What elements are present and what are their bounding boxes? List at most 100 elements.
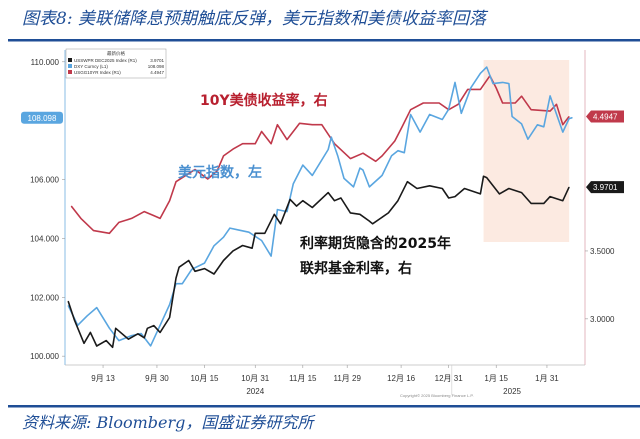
data-point-futures — [296, 205, 297, 207]
data-point-futures — [340, 197, 342, 199]
data-point-futures — [407, 181, 408, 183]
data-point-futures — [397, 200, 399, 202]
data-point-futures — [242, 245, 243, 246]
data-point-futures — [273, 213, 275, 215]
x-tick-label: 1月 15 — [484, 374, 508, 383]
data-point-ust10y — [530, 109, 532, 111]
data-point-dxy — [492, 83, 494, 84]
data-point-futures — [153, 325, 155, 327]
data-point-futures — [311, 207, 313, 208]
x-tick-label: 1月 31 — [535, 374, 559, 383]
data-point-dxy — [191, 268, 193, 270]
series-line-ust10y — [70, 75, 570, 235]
series-line-futures — [67, 175, 570, 349]
data-point-futures — [549, 196, 551, 198]
data-point-dxy — [410, 114, 412, 115]
source-divider — [8, 405, 640, 408]
data-point-futures — [115, 327, 117, 329]
left-tick-label: 106.000 — [30, 176, 59, 185]
data-point-futures — [359, 213, 361, 215]
data-point-futures — [112, 346, 113, 348]
right-tick-label: 3.5000 — [590, 247, 615, 256]
data-point-futures — [508, 188, 510, 189]
right-tick-label: 3.0000 — [590, 315, 615, 324]
data-point-ust10y — [410, 109, 412, 111]
data-point-futures — [349, 212, 351, 214]
legend-value: 108.098 — [148, 64, 165, 69]
right-ticks: 3.0000 3.5000 — [585, 247, 615, 324]
data-point-dxy — [248, 231, 250, 233]
x-tick-label: 10月 31 — [241, 374, 270, 383]
x-ticks: 9月 13 9月 30 10月 15 10月 31 11月 15 11月 29 12月 16… — [91, 365, 559, 396]
data-point-dxy — [238, 229, 240, 231]
last-value-ust10y: 4.4947 — [593, 113, 618, 122]
data-point-dxy — [292, 183, 294, 185]
data-point-dxy — [270, 255, 272, 257]
data-point-ust10y — [80, 217, 82, 219]
value-tags: 4.4947 3.9701 — [586, 110, 624, 194]
data-point-dxy — [353, 186, 354, 188]
data-point-futures — [213, 273, 215, 275]
data-point-futures — [96, 345, 98, 347]
data-point-futures — [89, 332, 91, 333]
data-point-dxy — [441, 119, 443, 120]
data-point-dxy — [537, 124, 538, 126]
title-divider — [8, 39, 640, 42]
data-point-futures — [498, 193, 500, 195]
data-point-ust10y — [568, 116, 570, 117]
data-point-dxy — [204, 262, 205, 264]
data-point-futures — [521, 192, 522, 193]
x-tick-label: 11月 15 — [289, 374, 317, 383]
data-point-dxy — [150, 345, 152, 347]
data-point-futures — [67, 300, 69, 302]
data-point-dxy — [286, 211, 288, 213]
left-tick-label: 102.000 — [30, 293, 59, 302]
data-point-dxy — [429, 114, 431, 115]
data-point-ust10y — [194, 169, 196, 170]
data-point-futures — [372, 223, 373, 225]
legend-label: DXY Curncy (L1) — [74, 64, 108, 69]
x-tick-label: 12月 31 — [435, 374, 464, 383]
data-point-futures — [223, 260, 224, 261]
data-point-ust10y — [261, 131, 262, 132]
data-point-dxy — [181, 283, 183, 285]
data-point-dxy — [67, 305, 69, 306]
data-point-futures — [232, 250, 234, 252]
data-point-ust10y — [286, 139, 288, 141]
data-point-ust10y — [457, 103, 459, 105]
data-point-ust10y — [438, 102, 440, 104]
annotation-futures-line1: 利率期货隐含的2025年 — [300, 235, 451, 252]
dxy-last-value-tag — [21, 111, 63, 124]
data-point-futures — [83, 342, 85, 344]
x-tick-label: 10月 15 — [190, 374, 219, 383]
data-point-ust10y — [394, 140, 396, 142]
data-point-dxy — [470, 87, 472, 89]
data-point-dxy — [571, 117, 573, 119]
data-point-futures — [441, 188, 443, 189]
data-point-ust10y — [381, 155, 383, 157]
data-point-dxy — [337, 155, 339, 157]
data-point-ust10y — [270, 143, 272, 145]
data-point-dxy — [568, 118, 570, 119]
data-point-futures — [251, 247, 253, 249]
data-point-ust10y — [207, 178, 209, 180]
data-point-dxy — [229, 227, 231, 229]
data-point-ust10y — [277, 124, 278, 126]
data-point-futures — [159, 332, 161, 333]
legend-label: USSWPR DEC2025 Index (R1) — [74, 58, 137, 63]
data-point-ust10y — [311, 124, 313, 126]
data-point-futures — [74, 319, 75, 321]
x-tick-label: 12月 16 — [387, 374, 416, 383]
left-tick-label: 110.000 — [31, 58, 60, 67]
data-point-ust10y — [159, 217, 161, 219]
data-point-futures — [302, 200, 304, 202]
data-point-dxy — [140, 333, 142, 334]
data-point-dxy — [403, 152, 405, 154]
data-point-futures — [483, 175, 484, 177]
data-point-dxy — [419, 131, 421, 133]
data-point-futures — [143, 337, 145, 339]
data-point-futures — [194, 270, 196, 272]
source-note: 资料来源: Bloomberg，国盛证券研究所 — [22, 413, 316, 432]
annotation-futures-line2: 联邦基金利率，右 — [300, 260, 412, 277]
data-point-ust10y — [549, 110, 551, 112]
